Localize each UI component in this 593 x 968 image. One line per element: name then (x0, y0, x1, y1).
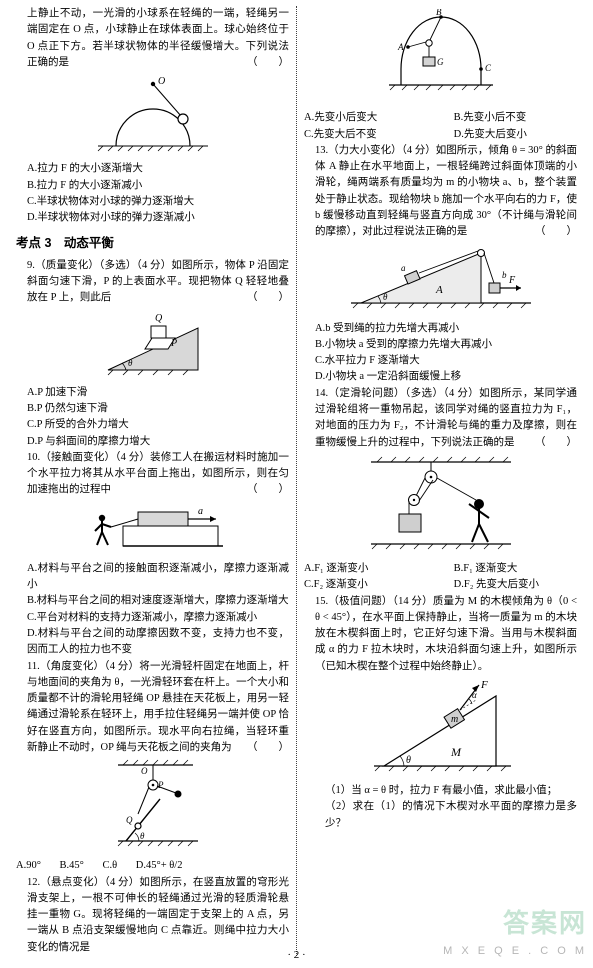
svg-text:O: O (158, 76, 165, 87)
q12-opt-c: C.先变大后不变 (304, 127, 435, 143)
q13-opt-b: B.小物块 a 受到的摩擦力先增大再减小 (304, 337, 577, 353)
svg-text:θ: θ (383, 292, 388, 302)
svg-text:a: a (401, 263, 406, 273)
q9-paren: （ ） (247, 290, 289, 306)
svg-text:a: a (198, 506, 203, 517)
q10-opt-c: C.平台对材料的支持力逐渐减小，摩擦力逐渐减小 (16, 610, 289, 626)
q9-opt-a: A.P 加速下滑 (16, 385, 289, 401)
svg-text:θ: θ (140, 831, 145, 841)
svg-text:α: α (472, 690, 477, 700)
q11-paren: （ ） (247, 740, 289, 756)
svg-text:P: P (170, 338, 177, 349)
q12-figure: B A C G (304, 9, 577, 107)
svg-text:b: b (502, 270, 507, 280)
q8-opt-b: B.拉力 F 的大小逐渐减小 (16, 178, 289, 194)
q10-opt-b: B.材料与平台之间的相对速度逐渐增大，摩擦力逐渐增大 (16, 593, 289, 609)
svg-text:F: F (508, 275, 516, 286)
q9-opt-b: B.P 仍然匀速下滑 (16, 401, 289, 417)
svg-text:C: C (485, 63, 492, 73)
q15-sub2: （2）求在（1）的情况下木楔对水平面的摩擦力是多少？ (304, 799, 577, 832)
q8-paren: （ ） (247, 55, 289, 71)
q10-figure: a (16, 502, 289, 558)
svg-text:A: A (397, 42, 404, 52)
q9-figure: Q P θ (16, 310, 289, 382)
q14-head: 14.（定滑轮问题）（多选）（4 分）如图所示，某同学通过滑轮组将一重物吊起，该… (304, 386, 577, 451)
q8-opt-d: D.半球状物体对小球的弹力逐渐减小 (16, 210, 289, 226)
q14-opt-a: A.F₁ 逐渐变小 (304, 561, 435, 577)
q11-opt-a: A.90° (16, 858, 41, 874)
svg-text:G: G (437, 57, 444, 67)
svg-text:F: F (480, 679, 488, 691)
q13-opt-d: D.小物块 a 一定沿斜面缓慢上移 (304, 369, 577, 385)
svg-text:O: O (141, 766, 148, 776)
q10-paren: （ ） (247, 482, 289, 498)
q8-figure: O (16, 74, 289, 158)
q12-opt-a: A.先变小后变大 (304, 110, 435, 126)
svg-text:Q: Q (155, 313, 163, 324)
q10-opt-d: D.材料与平台之间的动摩擦因数不变，支持力也不变，因而工人的拉力也不变 (16, 626, 289, 659)
q13-opt-a: A.b 受到绳的拉力先增大再减小 (304, 321, 577, 337)
q13-paren: （ ） (535, 224, 577, 240)
q9-opt-c: C.P 所受的合外力增大 (16, 417, 289, 433)
q14-paren: （ ） (535, 435, 577, 451)
q12-opt-d: D.先变大后变小 (454, 127, 527, 143)
svg-text:M: M (450, 745, 462, 759)
q10-opt-a: A.材料与平台之间的接触面积逐渐减小，摩擦力逐渐减小 (16, 561, 289, 594)
q12-head: 12.（悬点变化）（4 分）如图所示，在竖直放置的穹形光滑支架上，一根不可伸长的… (16, 875, 289, 956)
right-column: B A C G A.先变小后变大 B.先变小后不变 C.先变大后不变 D.先变大… (298, 6, 583, 956)
q8-opt-c: C.半球状物体对小球的弹力逐渐增大 (16, 194, 289, 210)
q8-opt-a: A.拉力 F 的大小逐渐增大 (16, 161, 289, 177)
q11-head: 11.（角度变化）（4 分）将一光滑轻杆固定在地面上，杆与地面间的夹角为 θ，一… (16, 659, 289, 757)
column-divider (296, 6, 297, 956)
q14-opt-b: B.F₁ 逐渐变大 (454, 561, 518, 577)
svg-text:Q: Q (126, 815, 133, 825)
q12-opt-b: B.先变小后不变 (454, 110, 527, 126)
q13-head: 13.（力大小变化）（4 分）如图所示，倾角 θ = 30° 的斜面体 A 静止… (304, 143, 577, 241)
q14-opts: A.F₁ 逐渐变小 B.F₁ 逐渐变大 C.F₂ 逐渐变小 D.F₂ 先变大后变… (304, 561, 577, 594)
svg-text:θ: θ (128, 358, 133, 368)
q9-opt-d: D.P 与斜面间的摩擦力增大 (16, 434, 289, 450)
svg-text:B: B (436, 9, 442, 17)
q11-opt-b: B.45° (60, 858, 84, 874)
svg-text:θ: θ (406, 755, 411, 766)
q12-opts: A.先变小后变大 B.先变小后不变 C.先变大后不变 D.先变大后变小 (304, 110, 577, 143)
q14-opt-d: D.F₂ 先变大后变小 (454, 577, 539, 593)
q11-opt-c: C.θ (103, 858, 118, 874)
q13-opt-c: C.水平拉力 F 逐渐增大 (304, 353, 577, 369)
q10-head: 10.（接触面变化）（4 分）装修工人在搬运材料时施加一个水平拉力将其从水平台面… (16, 450, 289, 499)
svg-text:m: m (451, 714, 458, 725)
page-number: · 2 · (0, 947, 593, 964)
q11-opt-d: D.45°+ θ/2 (136, 858, 183, 874)
heading-3: 考点 3 动态平衡 (16, 234, 289, 253)
q9-head: 9.（质量变化）（多选）（4 分）如图所示，物体 P 沿固定斜面匀速下滑，P 的… (16, 258, 289, 307)
q15-head: 15.（极值问题）（14 分）质量为 M 的木楔倾角为 θ（0 < θ < 45… (304, 594, 577, 675)
q15-sub1: （1）当 α = θ 时，拉力 F 有最小值，求此最小值； (304, 783, 577, 799)
q11-figure: O P Q θ (16, 759, 289, 855)
q11-opts: A.90° B.45° C.θ D.45°+ θ/2 (16, 858, 289, 874)
q14-figure (304, 454, 577, 558)
svg-text:A: A (435, 284, 443, 296)
q15-figure: M m F α θ (304, 678, 577, 780)
q13-figure: A a b F θ (304, 243, 577, 317)
q8-tail: 上静止不动，一光滑的小球系在轻绳的一端，轻绳另一端固定在 O 点，小球静止在球体… (16, 6, 289, 71)
q14-opt-c: C.F₂ 逐渐变小 (304, 577, 435, 593)
left-column: 上静止不动，一光滑的小球系在轻绳的一端，轻绳另一端固定在 O 点，小球静止在球体… (10, 6, 295, 956)
